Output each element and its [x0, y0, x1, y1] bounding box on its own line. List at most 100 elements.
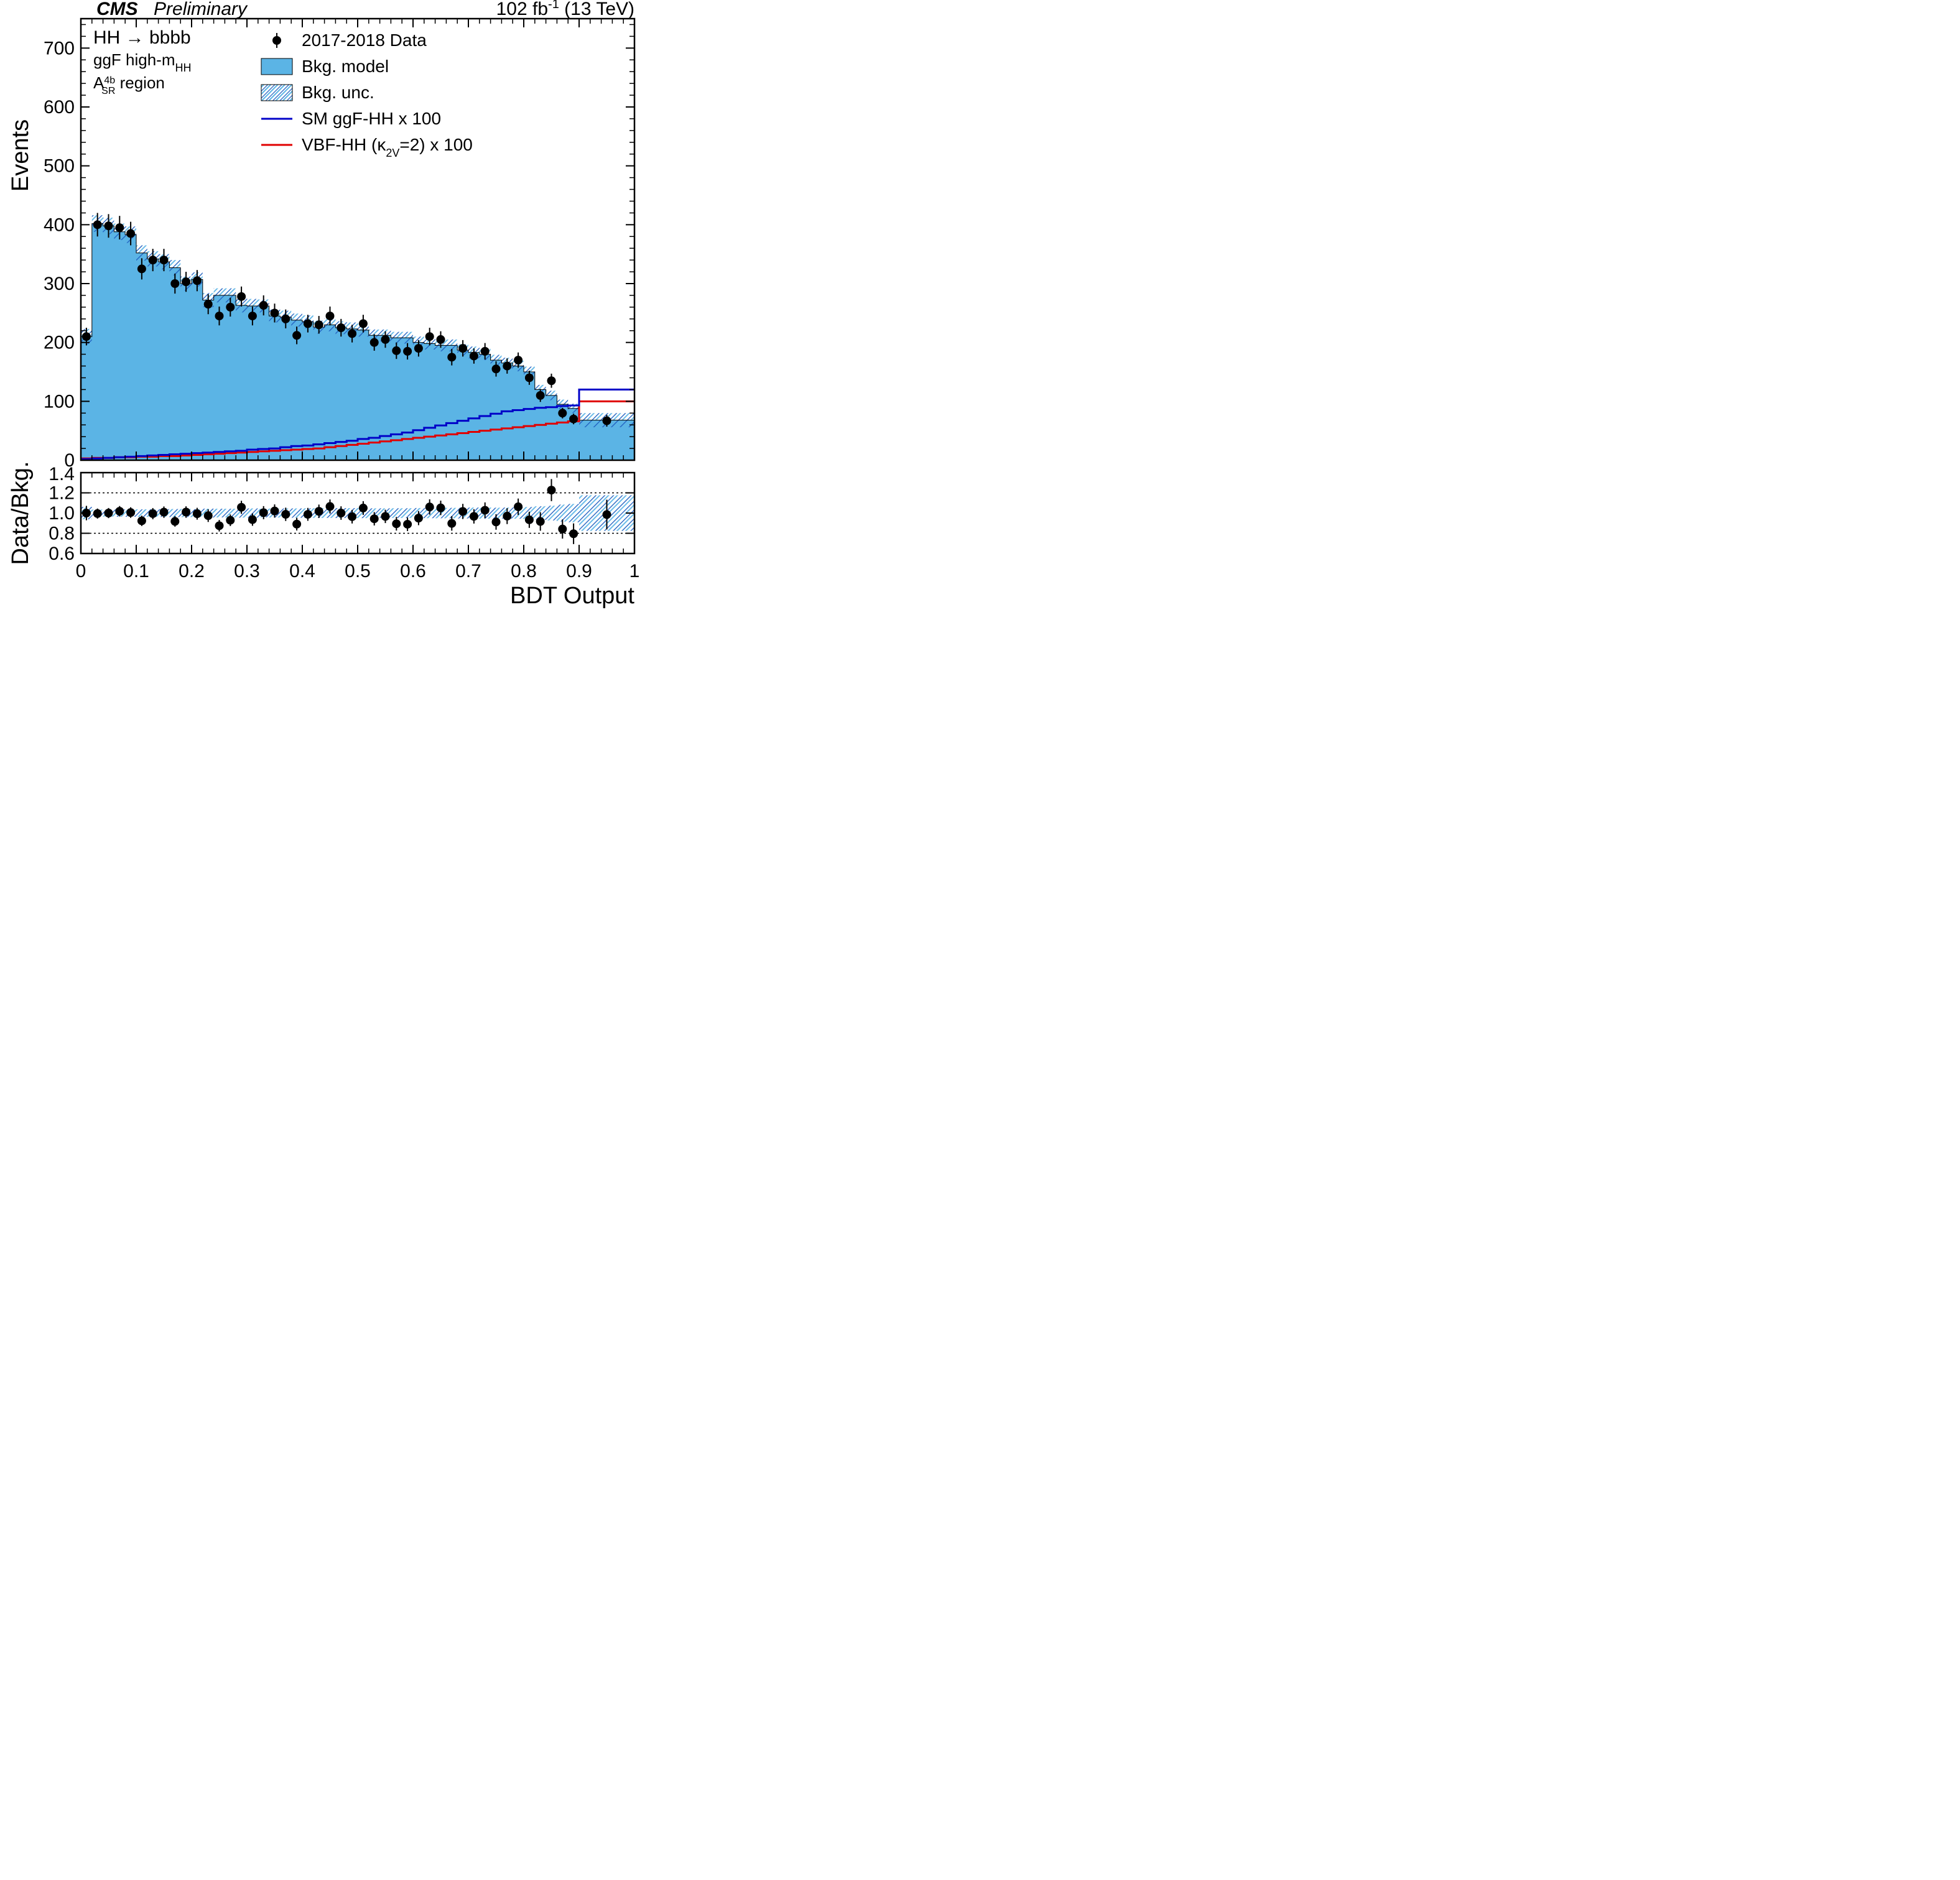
- header-status: Preliminary: [154, 0, 248, 19]
- header-lumi: 102 fb-1 (13 TeV): [496, 0, 634, 19]
- ratio-marker: [414, 514, 423, 522]
- data-marker: [447, 353, 456, 361]
- xtick-label: 0.6: [400, 561, 426, 581]
- data-marker: [603, 417, 611, 425]
- data-marker: [105, 221, 113, 230]
- xtick-label: 0.7: [455, 561, 481, 581]
- data-marker: [470, 351, 478, 360]
- data-marker: [503, 362, 511, 371]
- data-marker: [204, 300, 213, 308]
- ytick-label: 400: [44, 215, 75, 235]
- ratio-marker: [170, 517, 179, 526]
- ratio-marker: [237, 503, 246, 512]
- ratio-marker: [492, 517, 501, 526]
- data-marker: [149, 256, 157, 264]
- ratio-marker: [193, 509, 202, 518]
- legend-data-label: 2017-2018 Data: [302, 30, 427, 50]
- ratio-marker: [226, 516, 235, 525]
- xtick-label: 0.5: [345, 561, 371, 581]
- data-marker: [170, 279, 179, 288]
- xtick-label: 0: [76, 561, 86, 581]
- data-marker: [326, 312, 335, 320]
- ratio-marker: [160, 508, 169, 517]
- ratio-marker: [392, 519, 401, 528]
- region-name: A4bSR region: [93, 73, 165, 96]
- ytick-label: 700: [44, 38, 75, 58]
- ratio-marker: [126, 508, 135, 517]
- ratio-marker: [370, 514, 379, 523]
- legend-bkgunc-label: Bkg. unc.: [302, 83, 374, 102]
- ratio-marker: [115, 507, 124, 516]
- data-marker: [359, 319, 368, 328]
- ratio-marker: [359, 504, 368, 512]
- data-marker: [337, 323, 345, 332]
- ratio-marker: [536, 517, 545, 526]
- ratio-ytick-label: 0.6: [49, 544, 75, 564]
- ratio-marker: [281, 510, 290, 519]
- data-marker: [271, 308, 279, 317]
- data-marker: [536, 391, 545, 400]
- data-marker: [458, 344, 467, 353]
- data-marker: [392, 346, 401, 355]
- xlabel: BDT Output: [510, 583, 634, 609]
- data-marker: [370, 338, 379, 347]
- data-marker: [547, 376, 556, 385]
- ratio-marker: [458, 507, 467, 516]
- xtick-label: 0.2: [179, 561, 205, 581]
- data-marker: [182, 277, 190, 286]
- ratio-ytick-label: 1.0: [49, 503, 75, 524]
- region-category: ggF high-mHH: [93, 50, 192, 74]
- legend-ggf-label: SM ggF-HH x 100: [302, 109, 441, 128]
- data-marker: [569, 415, 578, 424]
- plot-svg: 01002003004005006007000.60.81.01.21.400.…: [0, 0, 653, 627]
- data-marker: [437, 335, 445, 344]
- header: CMSPreliminary102 fb-1 (13 TeV): [96, 0, 634, 19]
- data-marker: [514, 356, 523, 364]
- data-marker: [82, 332, 91, 341]
- ylabel-main: Events: [7, 119, 34, 192]
- data-marker: [481, 347, 490, 356]
- legend: 2017-2018 DataBkg. modelBkg. unc.SM ggF-…: [261, 30, 473, 159]
- ratio-marker: [437, 504, 445, 512]
- ratio-marker: [403, 520, 412, 529]
- xtick-label: 1: [629, 561, 640, 581]
- ratio-marker: [503, 512, 511, 521]
- ratio-marker: [182, 507, 190, 516]
- data-marker: [93, 220, 102, 229]
- ratio-marker: [292, 520, 301, 529]
- ylabel-ratio: Data/Bkg.: [7, 461, 34, 565]
- data-marker: [226, 303, 235, 312]
- ratio-marker: [348, 512, 356, 521]
- cms-plot-container: 01002003004005006007000.60.81.01.21.400.…: [0, 0, 653, 627]
- ratio-marker: [259, 508, 268, 517]
- ratio-panel: [81, 479, 634, 544]
- legend-vbf-label: VBF-HH (κ2V=2) x 100: [302, 135, 473, 159]
- ratio-marker: [470, 512, 478, 521]
- xtick-label: 0.8: [511, 561, 537, 581]
- ratio-ytick-label: 0.8: [49, 524, 75, 544]
- ytick-label: 300: [44, 274, 75, 294]
- data-marker: [414, 344, 423, 353]
- ratio-marker: [93, 509, 102, 518]
- data-marker: [525, 373, 534, 382]
- ratio-marker: [215, 521, 224, 530]
- ratio-marker: [149, 509, 157, 518]
- data-marker: [492, 364, 501, 373]
- ytick-label: 200: [44, 333, 75, 353]
- ratio-marker: [447, 519, 456, 528]
- ratio-marker: [481, 506, 490, 514]
- ratio-marker: [326, 502, 335, 511]
- ratio-marker: [105, 509, 113, 517]
- xtick-label: 0.1: [123, 561, 149, 581]
- xtick-label: 0.3: [234, 561, 260, 581]
- region-labels: HH → bbbbggF high-mHHA4bSR region: [93, 27, 192, 96]
- data-marker: [160, 256, 169, 264]
- ytick-label: 500: [44, 156, 75, 177]
- data-marker: [193, 276, 202, 285]
- ratio-marker: [569, 529, 578, 538]
- main-panel: [81, 213, 634, 460]
- ytick-label: 100: [44, 391, 75, 412]
- ratio-ytick-label: 1.4: [49, 464, 75, 484]
- ratio-marker: [425, 502, 434, 511]
- ratio-ytick-label: 1.2: [49, 483, 75, 504]
